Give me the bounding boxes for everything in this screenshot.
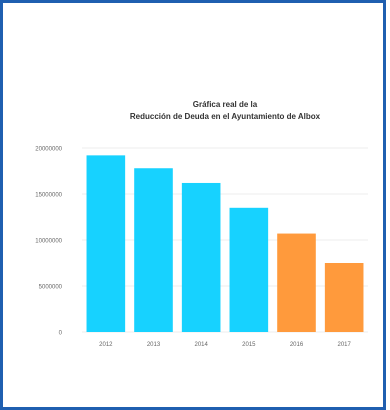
x-tick-label: 2016 <box>290 342 304 348</box>
bar <box>229 207 269 332</box>
bar <box>181 182 221 332</box>
x-tick-label: 2015 <box>242 342 256 348</box>
x-tick-label: 2014 <box>194 342 208 348</box>
y-tick-label: 20000000 <box>35 147 62 153</box>
x-tick-label: 2013 <box>147 342 161 348</box>
y-tick-label: 5000000 <box>39 285 63 291</box>
y-tick-label: 10000000 <box>35 239 62 245</box>
x-tick-label: 2012 <box>99 342 113 348</box>
chart-title-line-1: Gráfica real de la <box>192 100 258 109</box>
y-tick-label: 0 <box>59 331 63 337</box>
y-tick-label: 15000000 <box>35 193 62 199</box>
bar <box>86 155 126 332</box>
bar <box>134 168 173 332</box>
bar <box>324 263 364 332</box>
bar <box>277 233 316 332</box>
x-tick-label: 2017 <box>337 342 351 348</box>
chart-title-line-2: Reducción de Deuda en el Ayuntamiento de… <box>129 112 321 121</box>
